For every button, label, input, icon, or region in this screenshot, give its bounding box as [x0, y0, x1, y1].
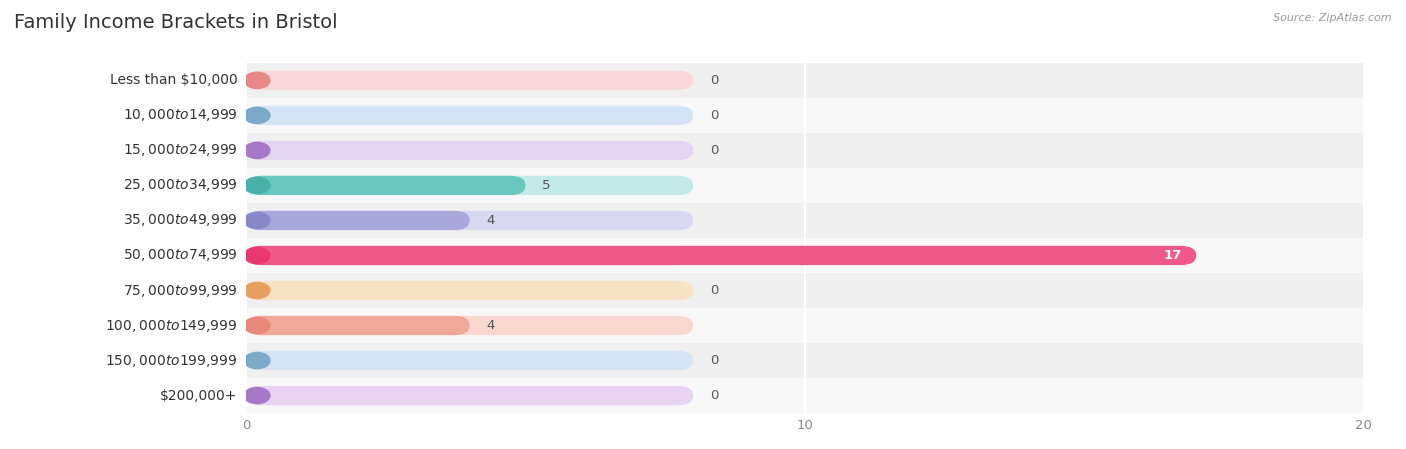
FancyBboxPatch shape: [246, 351, 693, 370]
Bar: [246, 203, 1364, 238]
Bar: [246, 98, 1364, 133]
Circle shape: [245, 177, 270, 194]
Bar: [246, 63, 1364, 98]
Text: 4: 4: [486, 214, 495, 227]
FancyBboxPatch shape: [246, 386, 693, 405]
FancyBboxPatch shape: [246, 246, 1197, 265]
Circle shape: [245, 387, 270, 404]
Circle shape: [245, 247, 270, 264]
Text: Family Income Brackets in Bristol: Family Income Brackets in Bristol: [14, 13, 337, 32]
Text: 4: 4: [486, 319, 495, 332]
Text: 0: 0: [710, 144, 718, 157]
FancyBboxPatch shape: [246, 71, 693, 90]
Circle shape: [245, 352, 270, 369]
FancyBboxPatch shape: [246, 246, 693, 265]
Text: 0: 0: [710, 109, 718, 122]
Bar: [246, 238, 1364, 273]
FancyBboxPatch shape: [246, 316, 693, 335]
Circle shape: [245, 282, 270, 299]
Bar: [246, 133, 1364, 168]
Bar: [246, 378, 1364, 413]
FancyBboxPatch shape: [246, 316, 470, 335]
FancyBboxPatch shape: [246, 176, 693, 195]
Circle shape: [245, 212, 270, 229]
Circle shape: [245, 317, 270, 334]
FancyBboxPatch shape: [246, 211, 693, 230]
FancyBboxPatch shape: [246, 141, 693, 160]
FancyBboxPatch shape: [246, 106, 693, 125]
FancyBboxPatch shape: [246, 211, 470, 230]
Text: 17: 17: [1164, 249, 1182, 262]
Circle shape: [245, 72, 270, 88]
FancyBboxPatch shape: [246, 281, 693, 300]
Text: 0: 0: [710, 389, 718, 402]
Text: 0: 0: [710, 74, 718, 87]
Bar: [246, 343, 1364, 378]
Circle shape: [245, 107, 270, 123]
Text: 0: 0: [710, 284, 718, 297]
Circle shape: [245, 142, 270, 158]
FancyBboxPatch shape: [246, 176, 526, 195]
Text: 5: 5: [543, 179, 551, 192]
Text: Source: ZipAtlas.com: Source: ZipAtlas.com: [1274, 13, 1392, 23]
Bar: [246, 273, 1364, 308]
Bar: [246, 308, 1364, 343]
Bar: [246, 168, 1364, 203]
Text: 0: 0: [710, 354, 718, 367]
